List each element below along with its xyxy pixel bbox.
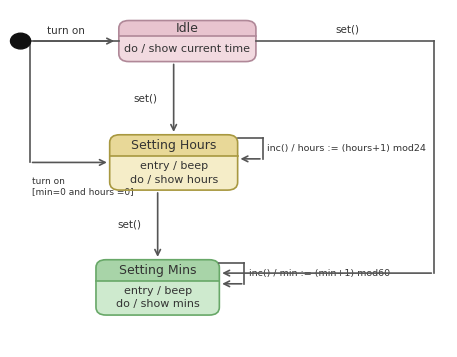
Bar bbox=[96, 269, 219, 281]
Text: Idle: Idle bbox=[176, 22, 199, 35]
Text: set(): set() bbox=[117, 220, 142, 230]
Text: turn on: turn on bbox=[48, 26, 85, 36]
FancyBboxPatch shape bbox=[96, 260, 219, 281]
Text: entry / beep
do / show mins: entry / beep do / show mins bbox=[116, 286, 200, 310]
Text: do / show current time: do / show current time bbox=[124, 44, 250, 54]
FancyBboxPatch shape bbox=[119, 20, 256, 61]
FancyBboxPatch shape bbox=[110, 135, 238, 156]
Text: inc() / min := (min+1) mod60: inc() / min := (min+1) mod60 bbox=[249, 269, 390, 278]
Circle shape bbox=[11, 33, 31, 49]
Text: turn on
[min=0 and hours =0]: turn on [min=0 and hours =0] bbox=[32, 177, 133, 196]
Bar bbox=[119, 27, 256, 36]
Text: Setting Hours: Setting Hours bbox=[131, 139, 216, 152]
Text: inc() / hours := (hours+1) mod24: inc() / hours := (hours+1) mod24 bbox=[267, 144, 426, 153]
Text: set(): set() bbox=[133, 93, 158, 103]
FancyBboxPatch shape bbox=[119, 20, 256, 36]
Text: entry / beep
do / show hours: entry / beep do / show hours bbox=[129, 161, 218, 185]
Text: Setting Mins: Setting Mins bbox=[119, 264, 197, 277]
FancyBboxPatch shape bbox=[110, 135, 238, 190]
Bar bbox=[110, 144, 238, 156]
FancyBboxPatch shape bbox=[96, 260, 219, 315]
Text: set(): set() bbox=[335, 25, 359, 35]
